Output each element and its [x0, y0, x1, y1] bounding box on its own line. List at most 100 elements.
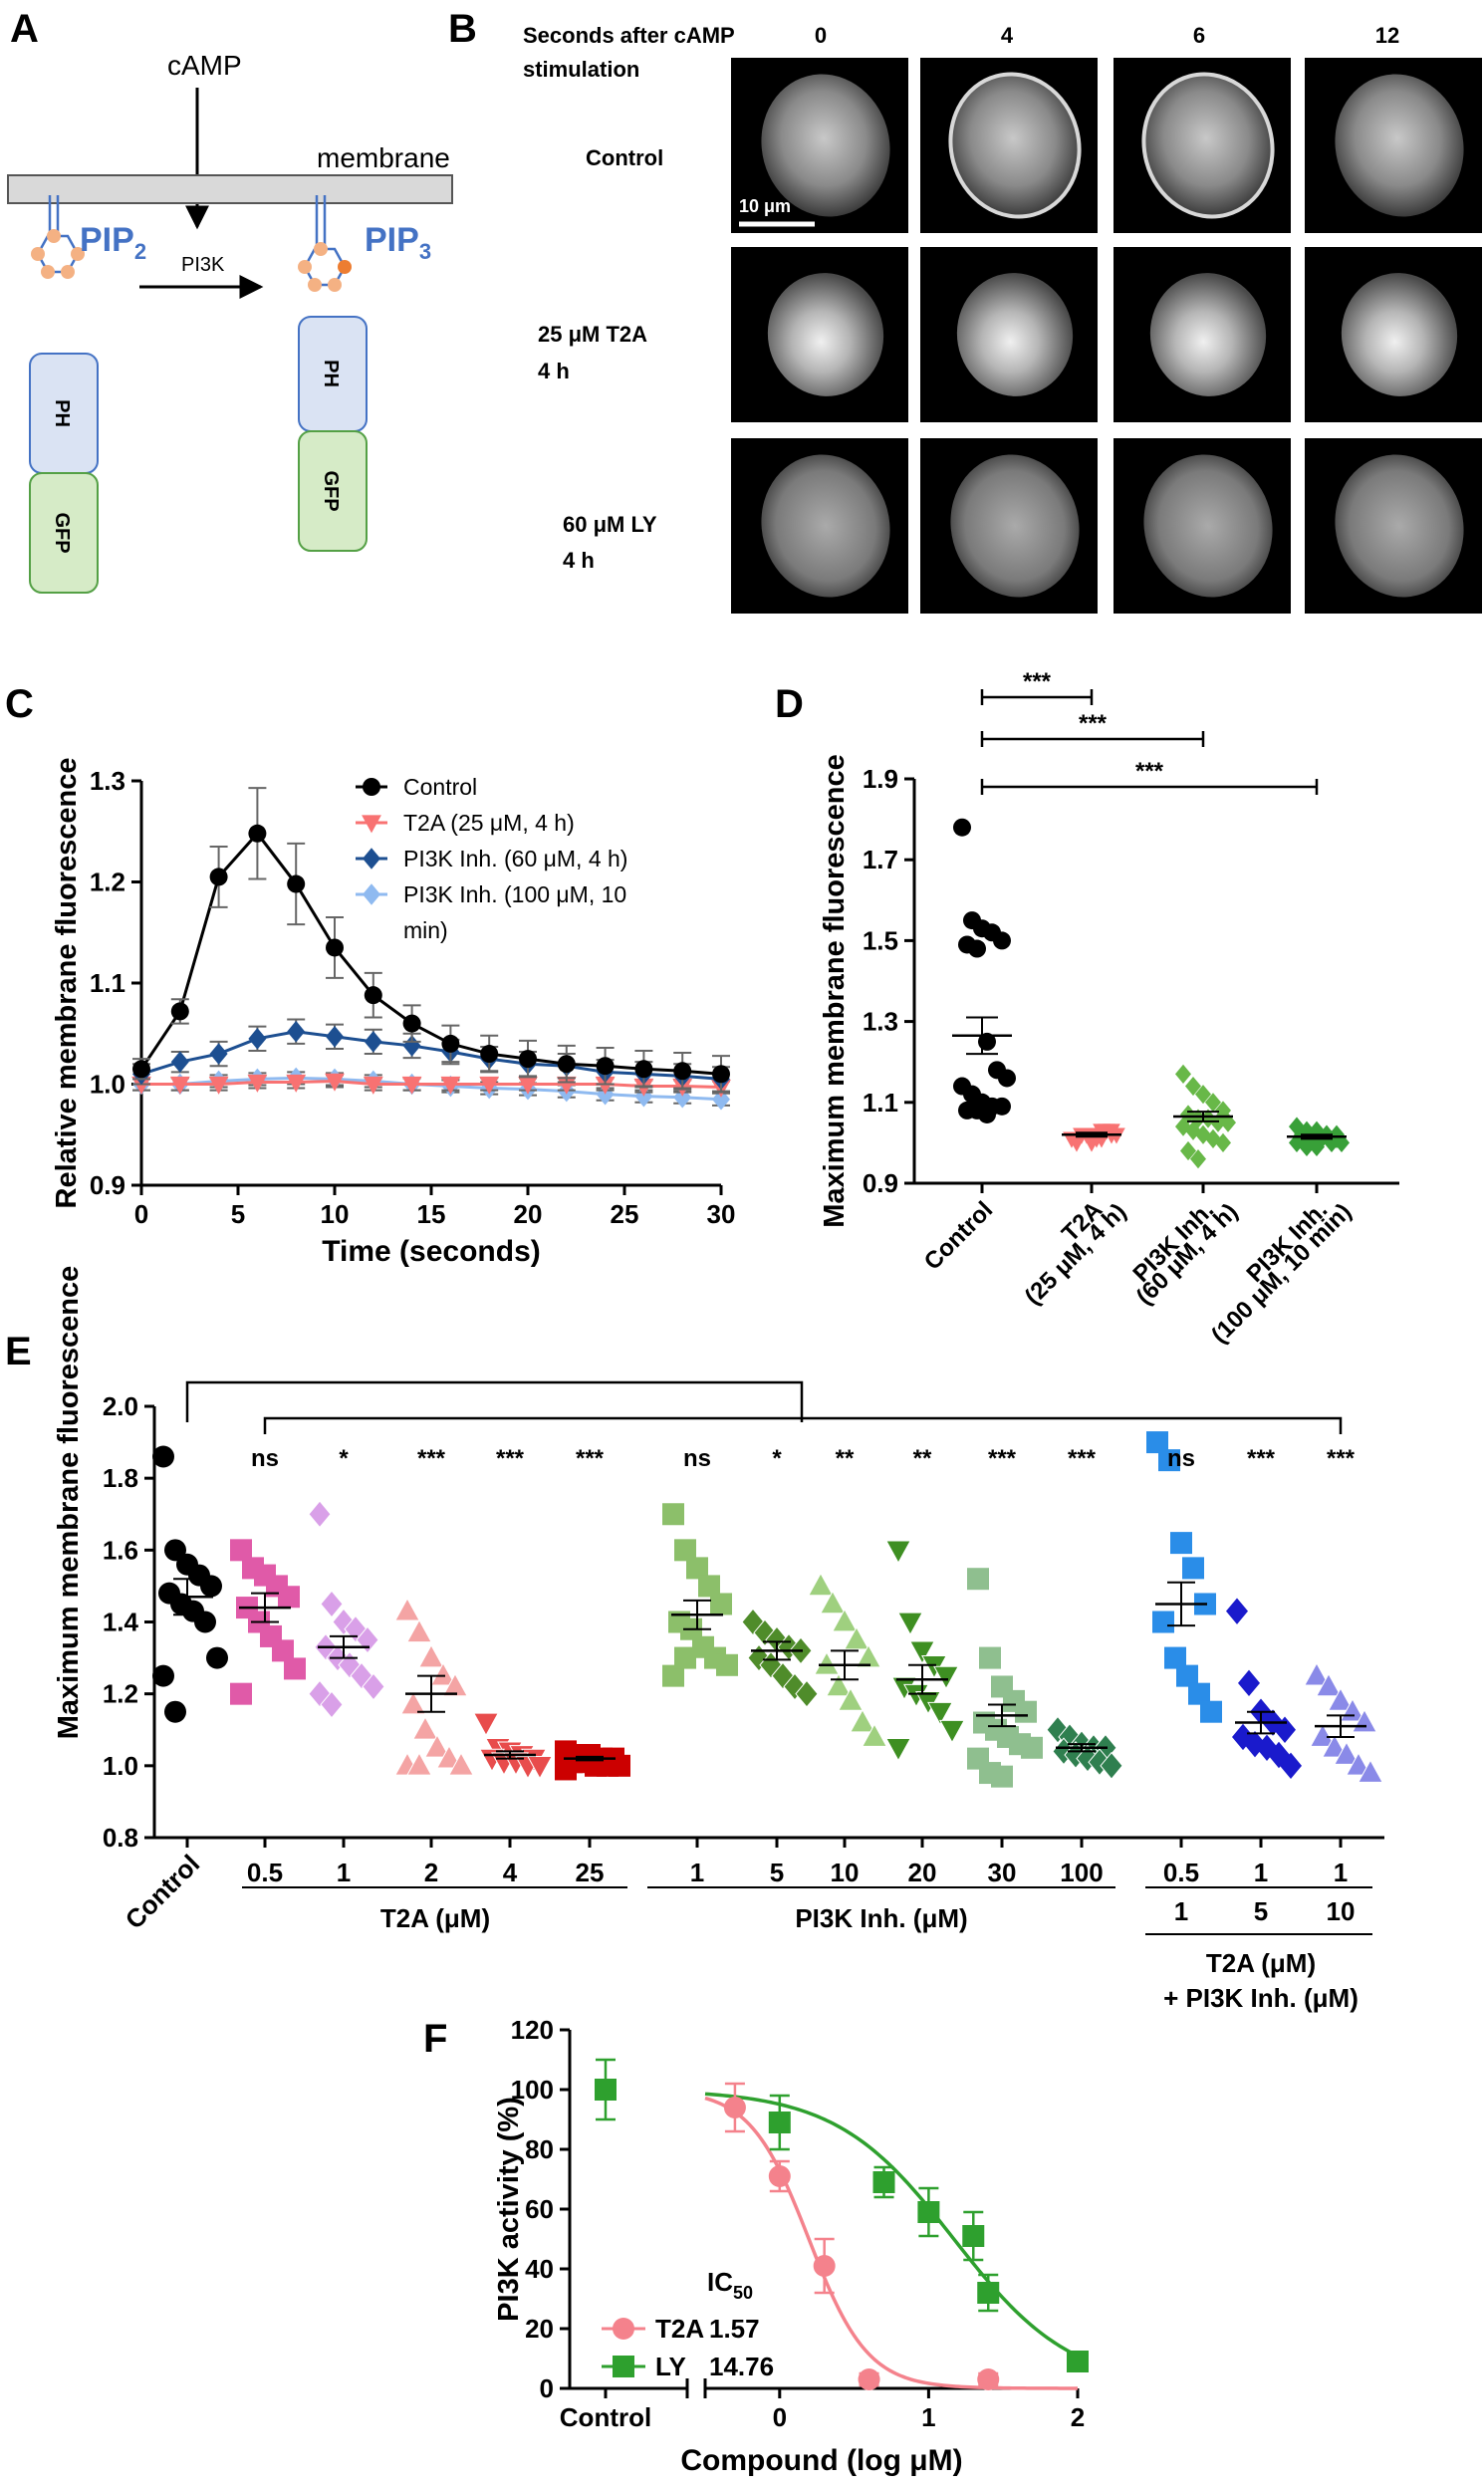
legend-marker [363, 778, 380, 796]
b-time-6: 6 [1193, 23, 1205, 48]
data-point [362, 1672, 385, 1701]
b-time-4: 4 [1001, 23, 1014, 48]
data-point [967, 1568, 989, 1591]
data-point [1015, 1700, 1037, 1723]
sig-stars: *** [1079, 710, 1108, 737]
x-tick-label: 0.5 [247, 1858, 283, 1887]
data-point [519, 1050, 537, 1069]
ic50-value: 1.57 [709, 2314, 760, 2344]
data-point [768, 2112, 791, 2133]
data-point [1256, 1734, 1278, 1761]
data-point [1238, 1669, 1260, 1697]
x-control-label: Control [120, 1849, 206, 1935]
data-point [480, 1045, 499, 1064]
data-point [674, 1539, 696, 1562]
data-point [1152, 1611, 1174, 1633]
sig-stars: *** [417, 1445, 446, 1472]
ph-label-right: PH [320, 360, 342, 387]
data-point [1182, 1557, 1204, 1580]
data-point [977, 2368, 1000, 2390]
panel-letter-e: E [5, 1330, 32, 1373]
data-point [209, 868, 228, 886]
data-point [248, 1028, 267, 1050]
data-point [284, 1657, 306, 1680]
data-point [939, 1719, 965, 1744]
series-line [141, 1076, 722, 1102]
panel-f-chart: 0 20 40 60 80 100 120 0 1 2 Control Compound (log μ… [493, 2015, 1089, 2477]
cell-image [767, 273, 884, 396]
y-tick-label: 1.3 [863, 1007, 898, 1037]
camp-label: cAMP [167, 50, 242, 81]
data-point [424, 1734, 450, 1758]
cell-image [1143, 454, 1273, 598]
data-point [1309, 1136, 1325, 1157]
legend-entry: PI3K Inh. (100 μM, 10 [403, 881, 626, 907]
data-point [1304, 1661, 1330, 1686]
x-tick-label: 4 [503, 1858, 518, 1887]
y-tick-label: 120 [511, 2015, 554, 2045]
sig-stars: * [339, 1445, 349, 1472]
data-point [783, 1672, 807, 1701]
ic50-value: 14.76 [709, 2352, 774, 2381]
data-point [1358, 1759, 1383, 1783]
y-axis-title: Relative membrane fluorescence [51, 758, 83, 1209]
data-point [917, 2201, 940, 2223]
data-point [287, 874, 306, 893]
data-point [247, 1074, 268, 1093]
x-tick-label: 0 [134, 1199, 148, 1229]
sig-stars: ns [251, 1445, 279, 1472]
pip3-lipid [298, 195, 352, 292]
data-point [723, 2097, 746, 2118]
data-point [1176, 1664, 1198, 1687]
data-point [909, 1640, 935, 1665]
data-point [169, 1076, 190, 1095]
data-point [194, 1611, 216, 1633]
cell-image [1335, 454, 1464, 598]
panel-letter-d: D [775, 682, 804, 726]
data-point [406, 1752, 432, 1776]
data-point [556, 1076, 577, 1095]
y-tick-label: 2.0 [103, 1391, 138, 1421]
x-group-label: Control [919, 1196, 998, 1275]
cell-image [1143, 74, 1273, 217]
data-point [674, 1646, 696, 1669]
data-point [278, 1586, 300, 1609]
data-point [364, 986, 382, 1005]
group-label: PI3K Inh. (μM) [795, 1903, 967, 1933]
data-point [200, 1575, 222, 1598]
y-tick-label: 1.7 [863, 845, 898, 874]
data-point [1175, 1064, 1191, 1084]
legend-marker [362, 815, 381, 834]
data-point [308, 1500, 332, 1529]
data-point [406, 1618, 432, 1643]
y-tick-label: 20 [525, 2314, 554, 2344]
data-point [356, 1625, 379, 1654]
sig-stars: ns [1167, 1445, 1195, 1472]
x-axis-title: Time (seconds) [322, 1235, 541, 1268]
data-point [442, 1672, 468, 1697]
scalebar-label: 10 μm [739, 196, 791, 216]
data-point [1210, 1113, 1226, 1132]
sig-stars: *** [1247, 1445, 1276, 1472]
data-point [1200, 1700, 1222, 1723]
x-tick-label: 1 [690, 1858, 704, 1887]
sig-stars: *** [1327, 1445, 1356, 1472]
cell-image [761, 74, 890, 217]
data-point [596, 1057, 615, 1076]
data-point [1188, 1682, 1210, 1705]
x-tick-label: 20 [514, 1199, 543, 1229]
group-label: + PI3K Inh. (μM) [1163, 1983, 1359, 2013]
y-axis-title: PI3K activity (%) [493, 2097, 525, 2322]
data-point [206, 1646, 228, 1669]
sig-stars: *** [1135, 758, 1164, 785]
data-point [1083, 1135, 1101, 1152]
data-point [209, 1043, 228, 1065]
data-point [131, 1076, 151, 1095]
data-point [208, 1076, 229, 1095]
data-point [1158, 1449, 1180, 1472]
data-point [885, 1540, 911, 1565]
y-tick-label: 0 [540, 2373, 554, 2403]
y-tick-label: 40 [525, 2254, 554, 2284]
data-point [527, 1755, 553, 1780]
data-point [518, 1076, 538, 1095]
